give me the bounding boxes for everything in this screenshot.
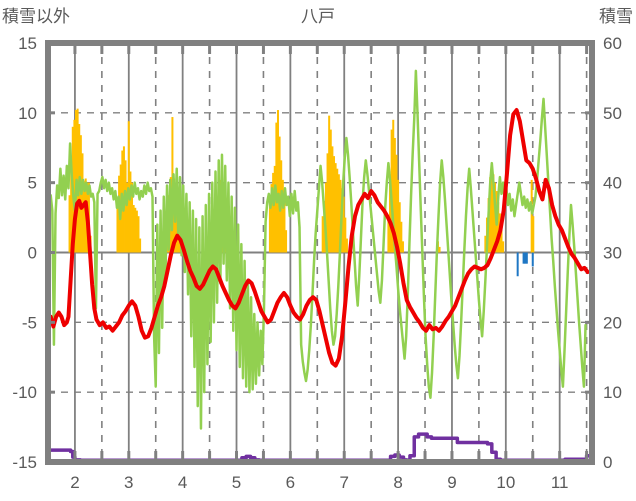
svg-text:7: 7 — [340, 473, 349, 492]
right-axis-title: 積雪 — [599, 7, 633, 26]
svg-text:40: 40 — [603, 174, 622, 193]
svg-text:30: 30 — [603, 244, 622, 263]
svg-text:15: 15 — [18, 34, 37, 53]
svg-text:6: 6 — [286, 473, 295, 492]
axis-ticks — [46, 41, 592, 464]
svg-text:60: 60 — [603, 34, 622, 53]
svg-text:3: 3 — [124, 473, 133, 492]
svg-text:50: 50 — [603, 104, 622, 123]
svg-text:10: 10 — [18, 104, 37, 123]
svg-text:8: 8 — [393, 473, 402, 492]
svg-text:10: 10 — [603, 383, 622, 402]
svg-text:10: 10 — [496, 473, 515, 492]
svg-text:0: 0 — [28, 244, 37, 263]
chart-title: 八戸 — [301, 7, 335, 26]
red-series-line — [48, 108, 590, 368]
svg-text:-5: -5 — [22, 313, 37, 332]
svg-text:0: 0 — [603, 453, 612, 472]
green-series-line — [49, 69, 587, 430]
svg-text:-10: -10 — [12, 383, 37, 402]
svg-text:11: 11 — [551, 473, 569, 492]
snow-bars-blue — [516, 252, 534, 277]
svg-text:5: 5 — [232, 473, 241, 492]
svg-text:20: 20 — [603, 313, 622, 332]
svg-text:4: 4 — [178, 473, 187, 492]
axis-tick-labels: -15 -10 -5 0 5 10 15 0 10 20 30 40 50 60 2 3 4 5 6 7 8 9 10 11 — [12, 34, 622, 492]
purple-snowdepth-line — [50, 432, 590, 462]
svg-text:9: 9 — [447, 473, 456, 492]
svg-text:5: 5 — [28, 174, 37, 193]
svg-text:2: 2 — [70, 473, 79, 492]
svg-text:-15: -15 — [12, 453, 37, 472]
left-axis-title: 積雪以外 — [2, 7, 70, 26]
